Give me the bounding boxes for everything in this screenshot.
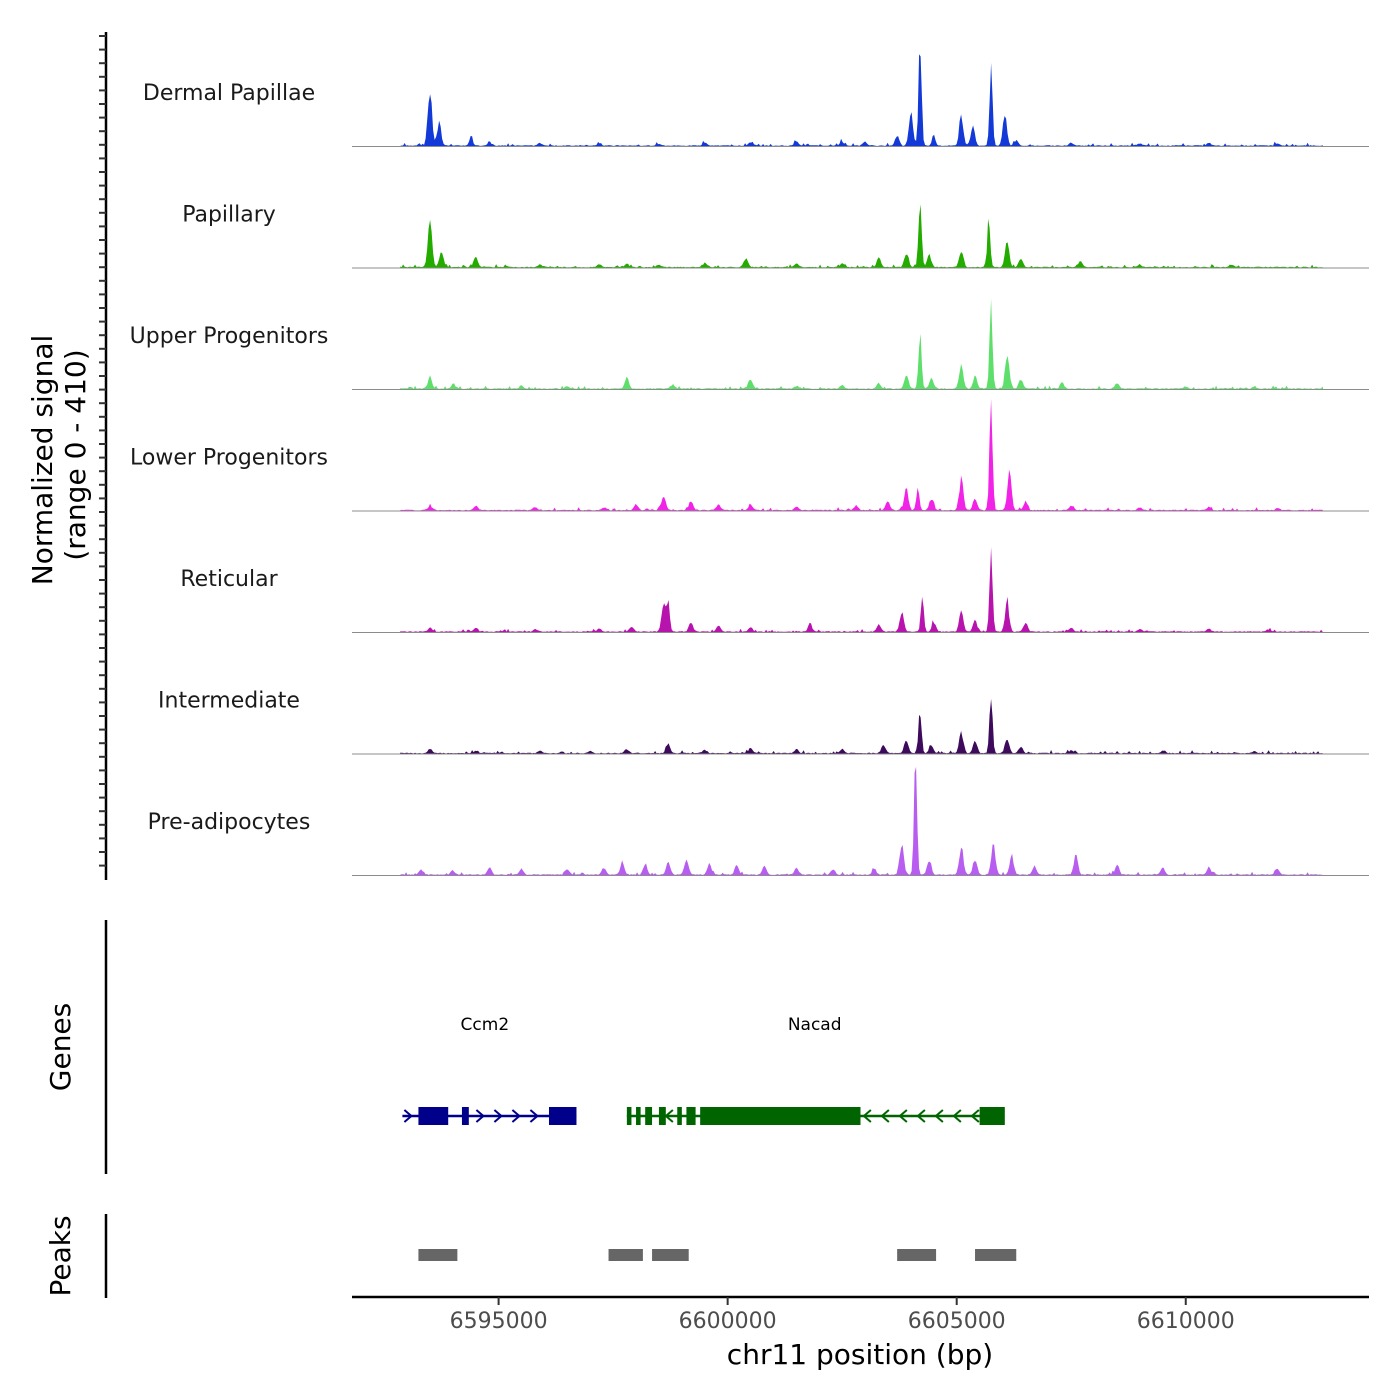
track-label-dermal-papillae: Dermal Papillae (143, 81, 315, 106)
x-tick-label: 6595000 (450, 1309, 548, 1334)
x-axis: 6595000 6600000 6605000 6610000 (352, 1295, 1369, 1334)
strand-arrow-icon (403, 1109, 413, 1123)
x-tick-label: 6605000 (908, 1309, 1006, 1334)
track-dermal-papillae: Dermal Papillae (143, 54, 1369, 147)
signal-area-lower-progenitors (400, 399, 1324, 511)
signal-area-dermal-papillae (400, 54, 1324, 147)
peak-region (652, 1249, 689, 1261)
track-label-pre-adipocytes: Pre-adipocytes (148, 810, 311, 835)
gene-track: Ccm2 Nacad (402, 1015, 1005, 1125)
peak-region (897, 1249, 937, 1261)
gene-exon-nacad (645, 1107, 653, 1125)
gene-exon-ccm2 (418, 1107, 449, 1125)
gene-exon-nacad (700, 1107, 861, 1125)
strand-arrow-icon (529, 1109, 539, 1123)
strand-arrow-icon (475, 1109, 485, 1123)
peak-region (418, 1249, 458, 1261)
track-lower-progenitors: Lower Progenitors (130, 399, 1369, 512)
peak-region (975, 1249, 1017, 1261)
gene-exon-nacad (626, 1107, 632, 1125)
gene-exon-nacad (686, 1107, 696, 1125)
strand-arrow-icon (952, 1109, 962, 1123)
gene-exon-nacad (979, 1107, 1005, 1125)
track-label-intermediate: Intermediate (158, 689, 300, 714)
strand-arrow-icon (934, 1109, 944, 1123)
gene-nacad: Nacad (626, 1015, 1005, 1125)
x-tick-label: 6600000 (679, 1309, 777, 1334)
strand-arrow-icon (862, 1109, 872, 1123)
strand-arrow-icon (970, 1109, 980, 1123)
signal-area-upper-progenitors (400, 298, 1324, 390)
genes-axis-title: Genes (44, 1003, 77, 1091)
strand-arrow-icon (898, 1109, 908, 1123)
x-tick-label: 6610000 (1137, 1309, 1235, 1334)
track-intermediate: Intermediate (158, 689, 1369, 755)
gene-exon-ccm2 (461, 1107, 469, 1125)
peak-region (608, 1249, 643, 1261)
track-reticular: Reticular (180, 547, 1369, 633)
signal-y-axis-title-line2: (range 0 - 410) (59, 349, 92, 560)
strand-arrow-icon (493, 1109, 503, 1123)
track-label-reticular: Reticular (180, 567, 278, 592)
strand-arrow-icon (511, 1109, 521, 1123)
gene-label-nacad: Nacad (788, 1015, 842, 1035)
gene-exon-nacad (636, 1107, 641, 1125)
track-pre-adipocytes: Pre-adipocytes (148, 766, 1369, 876)
gene-ccm2: Ccm2 (402, 1015, 577, 1125)
peaks-axis-title: Peaks (44, 1215, 77, 1296)
signal-area-pre-adipocytes (400, 766, 1324, 876)
gene-label-ccm2: Ccm2 (461, 1015, 510, 1035)
signal-area-intermediate (400, 698, 1324, 754)
peaks-track (418, 1249, 1017, 1261)
strand-arrow-icon (664, 1109, 674, 1123)
signal-area-reticular (400, 547, 1324, 633)
strand-arrow-icon (916, 1109, 926, 1123)
track-label-papillary: Papillary (182, 203, 276, 228)
signal-y-axis (99, 32, 108, 880)
track-papillary: Papillary (182, 203, 1369, 269)
track-label-lower-progenitors: Lower Progenitors (130, 446, 328, 471)
track-label-upper-progenitors: Upper Progenitors (130, 324, 329, 349)
signal-tracks: Dermal Papillae Papillary Upper Progenitor… (130, 54, 1369, 876)
gene-exon-nacad (658, 1107, 666, 1125)
strand-arrow-icon (880, 1109, 890, 1123)
signal-area-papillary (400, 204, 1324, 268)
track-upper-progenitors: Upper Progenitors (130, 298, 1369, 390)
gene-exon-nacad (677, 1107, 682, 1125)
gene-exon-ccm2 (548, 1107, 577, 1125)
x-axis-title: chr11 position (bp) (727, 1338, 993, 1371)
signal-y-axis-title-line1: Normalized signal (26, 335, 59, 586)
